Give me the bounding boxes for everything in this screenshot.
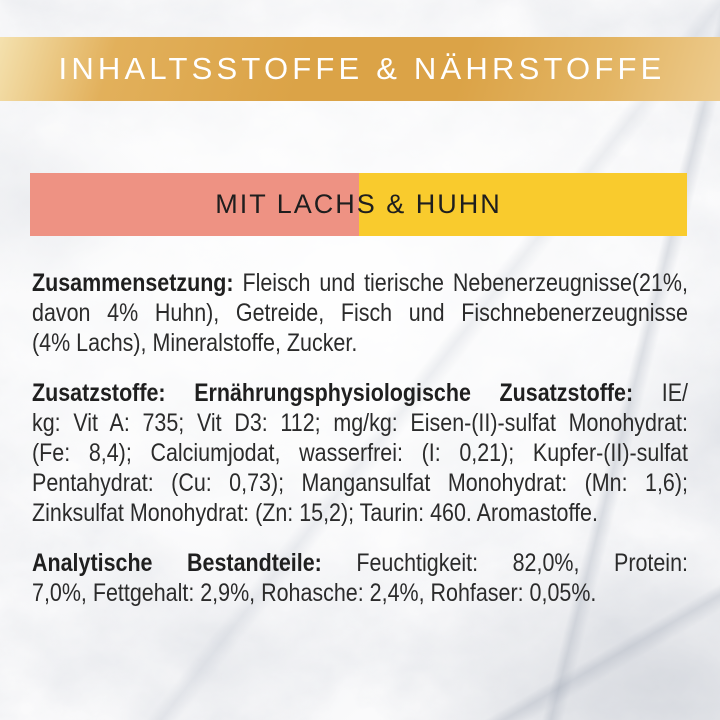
text-segment: Fleisch und tierische Nebenerzeugnisse(2…	[233, 269, 688, 297]
text-line: Pentahydrat: (Cu: 0,73); Mangansulfat Mo…	[32, 468, 688, 498]
text-segment-bold: Zusammensetzung:	[32, 269, 234, 297]
text-segment: IE/	[633, 379, 688, 407]
text-segment: Pentahydrat: (Cu: 0,73); Mangansulfat Mo…	[32, 469, 688, 497]
text-line: Zusatzstoffe: Ernährungsphysiologische Z…	[32, 378, 688, 408]
paragraph-zusatzstoffe: Zusatzstoffe: Ernährungsphysiologische Z…	[32, 378, 688, 528]
text-segment: kg: Vit A: 735; Vit D3: 112; mg/kg: Eise…	[32, 409, 688, 437]
text-line: kg: Vit A: 735; Vit D3: 112; mg/kg: Eise…	[32, 408, 688, 438]
text-segment: Feuchtigkeit: 82,0%, Protein:	[321, 549, 688, 577]
section-title: INHALTSSTOFFE & NÄHRSTOFFE	[58, 51, 666, 86]
paragraph-zusammensetzung: Zusammensetzung: Fleisch und tierische N…	[32, 268, 688, 358]
ingredients-block: Zusammensetzung: Fleisch und tierische N…	[32, 268, 688, 608]
text-line: (Fe: 8,4); Calciumjodat, wasserfrei: (I:…	[32, 438, 688, 468]
flavor-title: MIT LACHS & HUHN	[215, 189, 502, 219]
flavor-banner: MIT LACHS & HUHN	[30, 173, 687, 236]
text-segment: davon 4% Huhn), Getreide, Fisch und Fisc…	[32, 299, 688, 327]
text-line: (4% Lachs), Mineralstoffe, Zucker.	[32, 328, 688, 358]
section-title-banner: INHALTSSTOFFE & NÄHRSTOFFE	[0, 37, 720, 101]
text-line: Zusammensetzung: Fleisch und tierische N…	[32, 268, 688, 298]
text-line: Zinksulfat Monohydrat: (Zn: 15,2); Tauri…	[32, 498, 688, 528]
text-segment: Zinksulfat Monohydrat: (Zn: 15,2); Tauri…	[32, 499, 598, 527]
text-line: Analytische Bestandteile: Feuchtigkeit: …	[32, 548, 688, 578]
flavor-salmon-panel	[30, 173, 359, 236]
flavor-chicken-panel	[358, 173, 687, 236]
text-segment-bold: Zusatzstoffe: Ernährungsphysiologische Z…	[32, 379, 634, 407]
text-segment: (4% Lachs), Mineralstoffe, Zucker.	[32, 329, 358, 357]
text-segment: (Fe: 8,4); Calciumjodat, wasserfrei: (I:…	[32, 439, 688, 467]
text-segment-bold: Analytische Bestandteile:	[32, 549, 322, 577]
paragraph-analytische-bestandteile: Analytische Bestandteile: Feuchtigkeit: …	[32, 548, 688, 608]
text-segment: 7,0%, Fettgehalt: 2,9%, Rohasche: 2,4%, …	[32, 579, 597, 607]
text-line: 7,0%, Fettgehalt: 2,9%, Rohasche: 2,4%, …	[32, 578, 688, 608]
text-line: davon 4% Huhn), Getreide, Fisch und Fisc…	[32, 298, 688, 328]
